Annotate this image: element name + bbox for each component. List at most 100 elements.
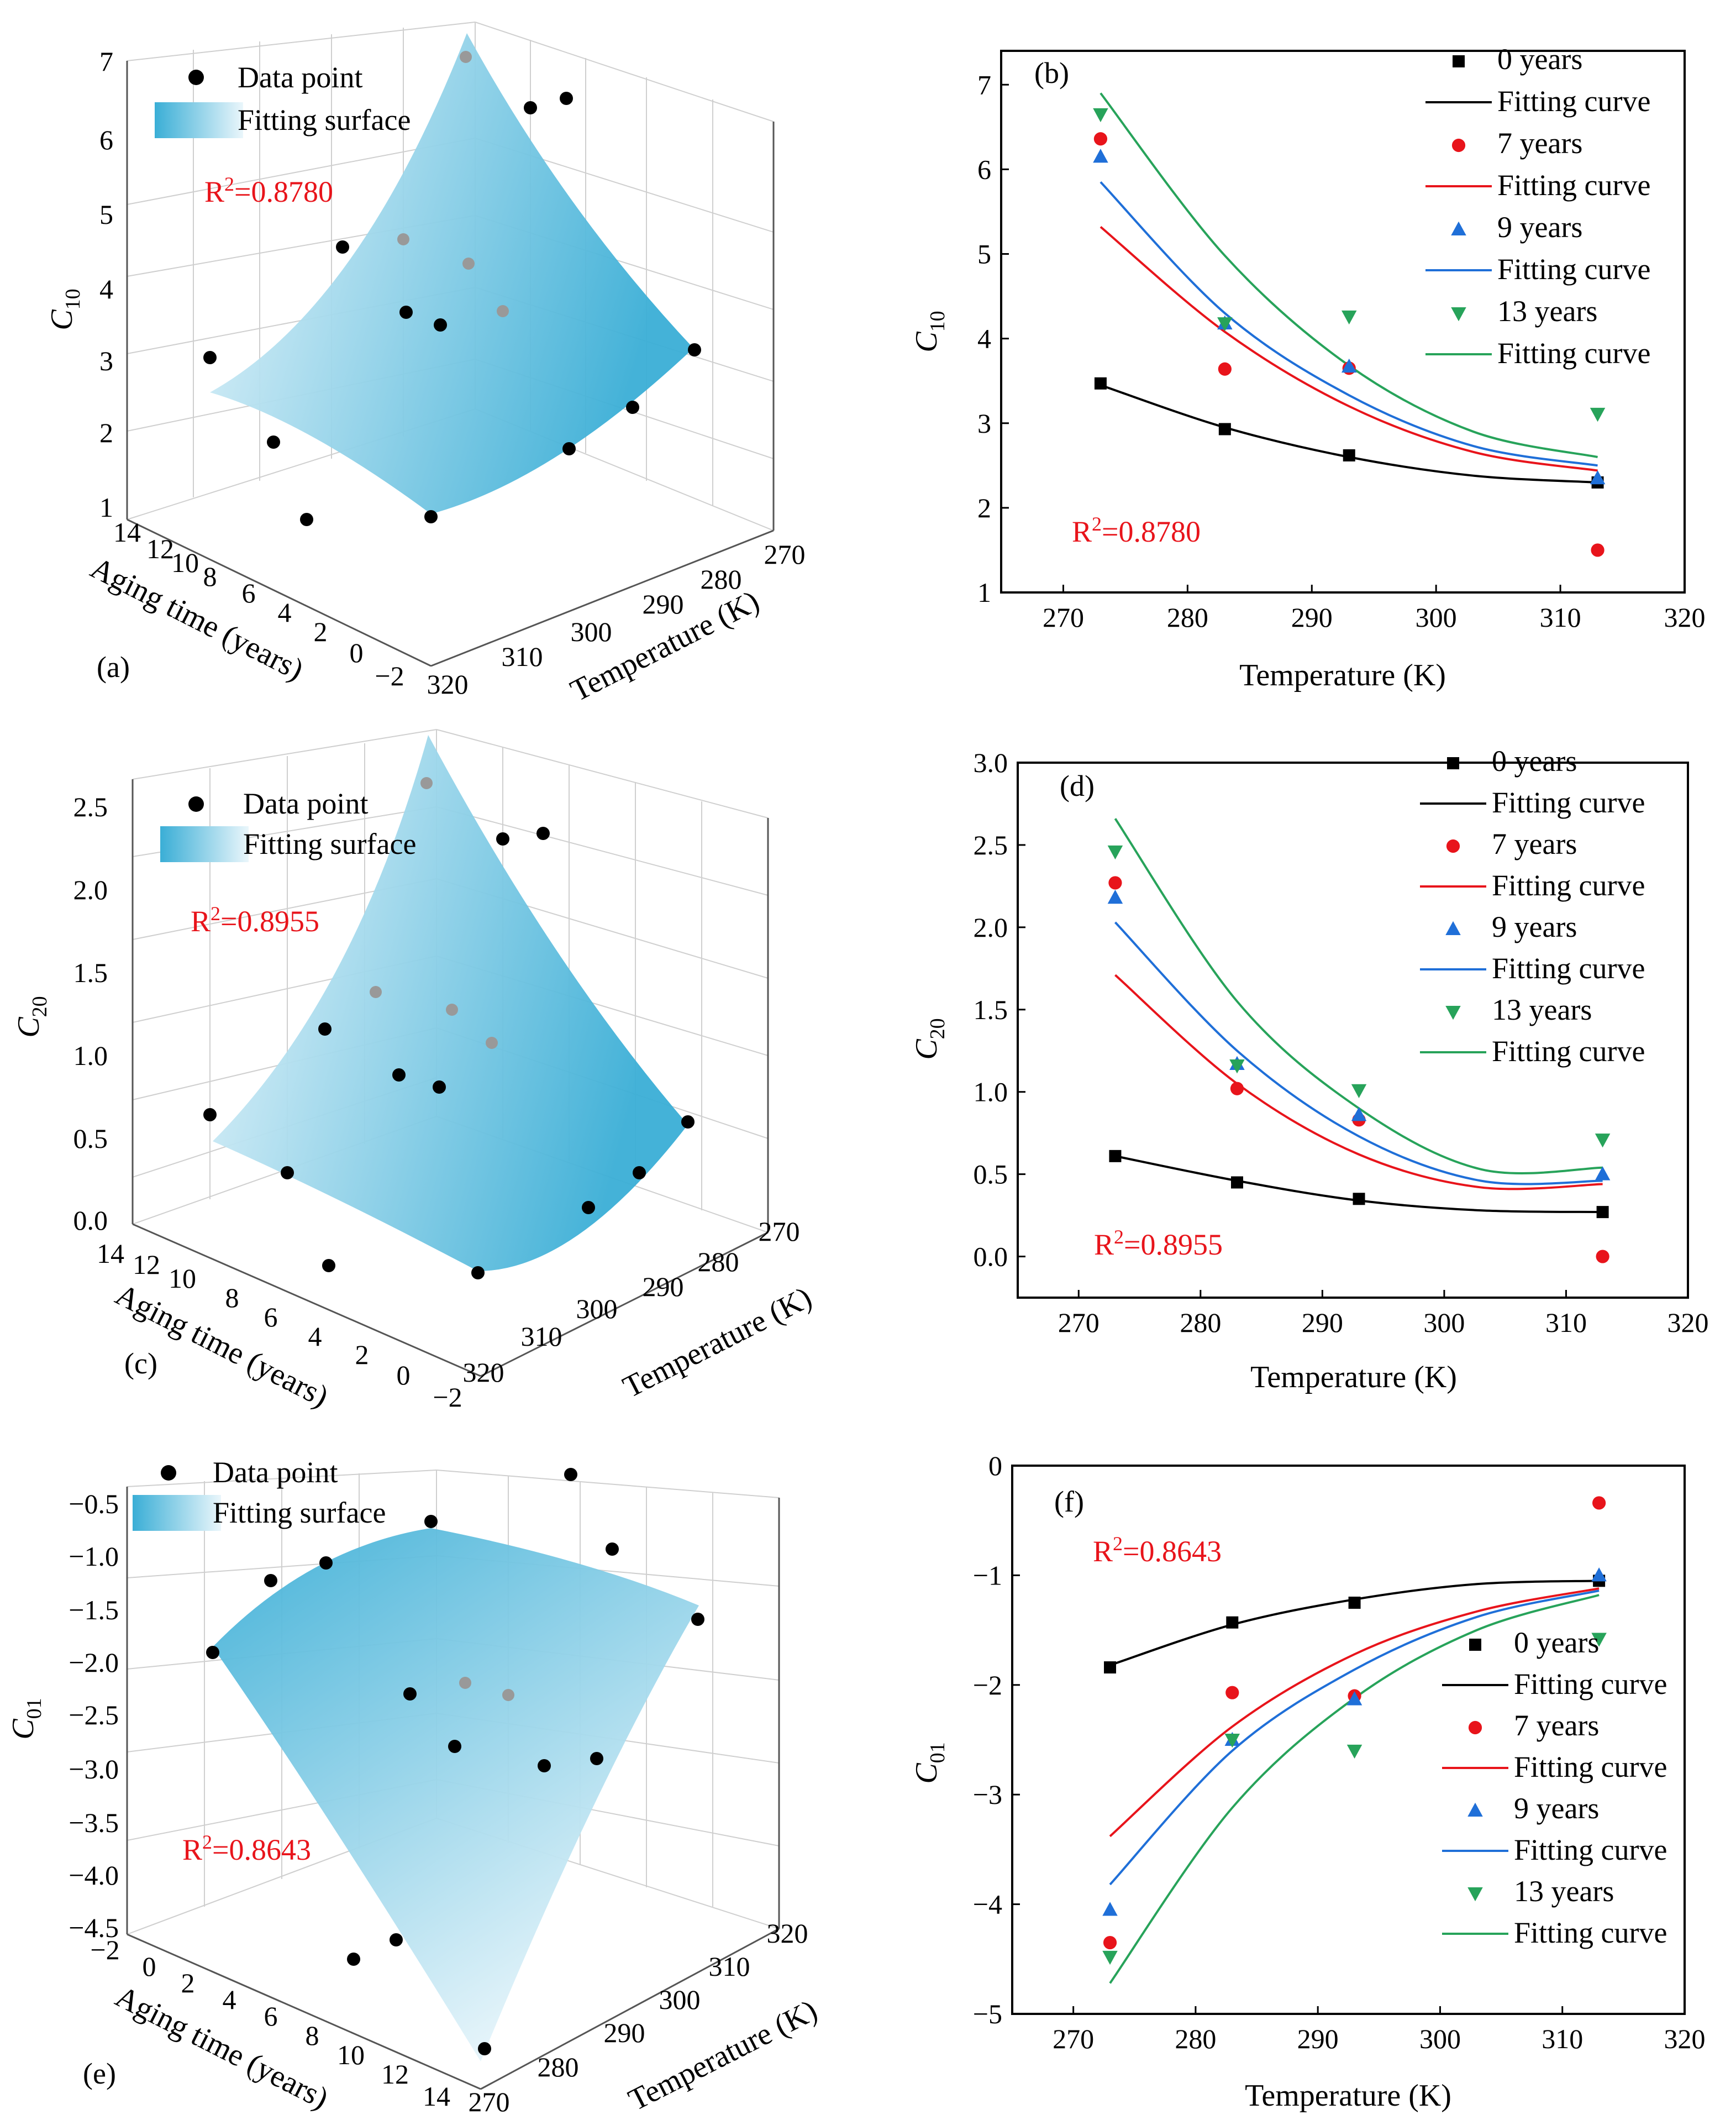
legend-label-f-3: 13 years <box>1514 1875 1614 1908</box>
aging-tick-a-2: 10 <box>171 547 199 578</box>
temp-tick-a-4: 310 <box>502 641 543 672</box>
fitting-surface-a <box>210 33 693 514</box>
aging-tick-a-4: 6 <box>242 578 256 608</box>
temp-tick-e-2: 290 <box>604 2017 645 2048</box>
legend-marker-f-3 <box>1467 1887 1483 1902</box>
z-tick-a-3: 4 <box>99 274 113 305</box>
legend-label-d-3: 13 years <box>1492 993 1592 1026</box>
marker-b-3-0 <box>1093 108 1108 123</box>
marker-d-0-3 <box>1596 1206 1609 1219</box>
legend-surface-swatch-c <box>160 826 249 862</box>
legend-fit-label-b-0: Fitting curve <box>1497 85 1650 118</box>
temp-tick-labels-c: 270 280 290 300 310 320 <box>463 1216 800 1388</box>
x-tick-label-d-1: 280 <box>1180 1307 1221 1338</box>
legend-label-f-2: 9 years <box>1514 1792 1599 1825</box>
legend-point-label-e: Data point <box>213 1456 338 1489</box>
legend-point-marker-a <box>188 70 204 85</box>
panel-d: 270 280 290 300 310 320 0.0 0.5 1.0 1.5 2.0 2.5 3.0… <box>884 718 1736 1420</box>
legend-fit-label-d-0: Fitting curve <box>1492 786 1645 819</box>
panel-b: 270 280 290 300 310 320 1 2 3 4 5 6 7 0 years Fittin… <box>884 0 1736 718</box>
marker-b-1-3 <box>1591 543 1605 557</box>
z-tick-a-0: 1 <box>99 492 113 523</box>
plot-frame-f <box>1011 1465 1686 2015</box>
marker-b-0-0 <box>1094 377 1107 390</box>
y-axis-label-b: C10 <box>909 311 949 352</box>
data-points-a <box>203 51 701 526</box>
legend-surface-swatch-e <box>133 1495 221 1531</box>
y-tick-label-d-4: 2.0 <box>974 912 1008 943</box>
y-axis-label-d: C20 <box>909 1018 949 1059</box>
y-tick-label-b-1: 2 <box>977 492 991 523</box>
r2-label-a: R2=0.8780 <box>204 173 333 208</box>
chart-e-svg: −4.5 −4.0 −3.5 −3.0 −2.5 −2.0 −1.5 −1.0 … <box>6 1456 823 2118</box>
x-tick-label-d-2: 290 <box>1302 1307 1343 1338</box>
r2-label-c: R2=0.8955 <box>191 902 319 938</box>
x-ticks-b: 270 280 290 300 310 320 <box>1043 585 1706 633</box>
z-tick-c-4: 2.0 <box>73 874 108 905</box>
axes-frame-e <box>126 1487 780 2090</box>
z-axis-label-e: C01 <box>6 1698 46 1739</box>
r2-label-d: R2=0.8955 <box>1094 1226 1223 1261</box>
aging-tick-a-6: 2 <box>314 616 328 647</box>
marker-f-3-2 <box>1346 1744 1363 1759</box>
chart-c-svg: 0.0 0.5 1.0 1.5 2.0 2.5 C20 14 12 10 8 6… <box>12 729 817 1414</box>
aging-tick-a-8: −2 <box>375 660 404 691</box>
marker-f-2-0 <box>1102 1902 1118 1916</box>
z-tick-labels-e: −4.5 −4.0 −3.5 −3.0 −2.5 −2.0 −1.5 −1.0 … <box>69 1488 119 1943</box>
marker-d-1-3 <box>1596 1250 1609 1263</box>
aging-tick-c-1: 12 <box>133 1249 160 1280</box>
temp-tick-c-2: 290 <box>643 1271 684 1302</box>
x-tick-label-b-3: 300 <box>1416 602 1457 633</box>
fit-curve-b-1 <box>1100 225 1598 472</box>
fit-curve-b-2 <box>1100 181 1598 467</box>
fit-curve-d-1 <box>1114 974 1603 1190</box>
fit-curve-f-1 <box>1109 1587 1600 1838</box>
fit-curve-d-3 <box>1114 818 1603 1174</box>
y-tick-label-f-3: −2 <box>973 1670 1002 1701</box>
r2-label-f: R2=0.8643 <box>1093 1533 1222 1568</box>
y-ticks-b: 1 2 3 4 5 6 7 <box>977 69 1009 608</box>
marker-f-3-1 <box>1224 1734 1240 1748</box>
z-axis-label-a: C10 <box>45 288 85 330</box>
marker-f-0-0 <box>1104 1661 1117 1674</box>
legend-fit-label-b-2: Fitting curve <box>1497 253 1650 286</box>
z-tick-e-8: −0.5 <box>69 1488 119 1519</box>
aging-tick-e-6: 10 <box>337 2039 365 2070</box>
marker-d-0-1 <box>1230 1176 1243 1189</box>
temp-tick-a-3: 300 <box>571 616 612 647</box>
z-tick-c-0: 0.0 <box>73 1205 108 1236</box>
y-tick-label-d-6: 3.0 <box>974 747 1008 778</box>
z-tick-c-1: 0.5 <box>73 1123 108 1154</box>
panel-e: −4.5 −4.0 −3.5 −3.0 −2.5 −2.0 −1.5 −1.0 … <box>0 1420 862 2120</box>
legend-surface-label-a: Fitting surface <box>238 103 411 137</box>
axes-frame-c <box>131 779 769 1377</box>
aging-tick-c-8: −2 <box>433 1382 462 1413</box>
z-tick-e-6: −1.5 <box>69 1594 119 1625</box>
temp-tick-e-3: 300 <box>659 1984 701 2015</box>
legend-point-marker-c <box>188 796 204 812</box>
x-tick-label-f-4: 310 <box>1542 2023 1583 2054</box>
temp-tick-a-5: 320 <box>427 669 469 700</box>
marker-f-1-1 <box>1225 1686 1239 1699</box>
marker-d-3-0 <box>1107 845 1123 860</box>
temp-tick-labels-e: 270 280 290 300 310 320 <box>469 1918 808 2117</box>
y-tick-label-f-2: −3 <box>973 1779 1002 1810</box>
aging-tick-a-0: 14 <box>113 517 141 548</box>
legend-surface-swatch-a <box>155 102 243 138</box>
aging-tick-e-4: 6 <box>264 2001 278 2032</box>
legend-fit-label-f-0: Fitting curve <box>1514 1667 1667 1701</box>
data-points-e <box>206 1468 704 2055</box>
y-tick-label-b-2: 3 <box>977 408 991 439</box>
legend-label-d-2: 9 years <box>1492 910 1577 943</box>
z-tick-c-3: 1.5 <box>73 957 108 988</box>
x-axis-label-b: Temperature (K) <box>1239 658 1446 692</box>
x-tick-label-f-2: 290 <box>1297 2023 1339 2054</box>
fit-curves-f <box>1109 1579 1600 1984</box>
legend-surface-label-e: Fitting surface <box>213 1496 386 1529</box>
legend-fit-label-d-2: Fitting curve <box>1492 952 1645 985</box>
legend-e: Data point Fitting surface <box>133 1456 386 1531</box>
x-axis-label-f: Temperature (K) <box>1245 2079 1451 2113</box>
y-tick-label-d-5: 2.5 <box>974 830 1008 860</box>
legend-fit-label-b-3: Fitting curve <box>1497 337 1650 370</box>
legend-marker-f-0 <box>1469 1639 1481 1651</box>
